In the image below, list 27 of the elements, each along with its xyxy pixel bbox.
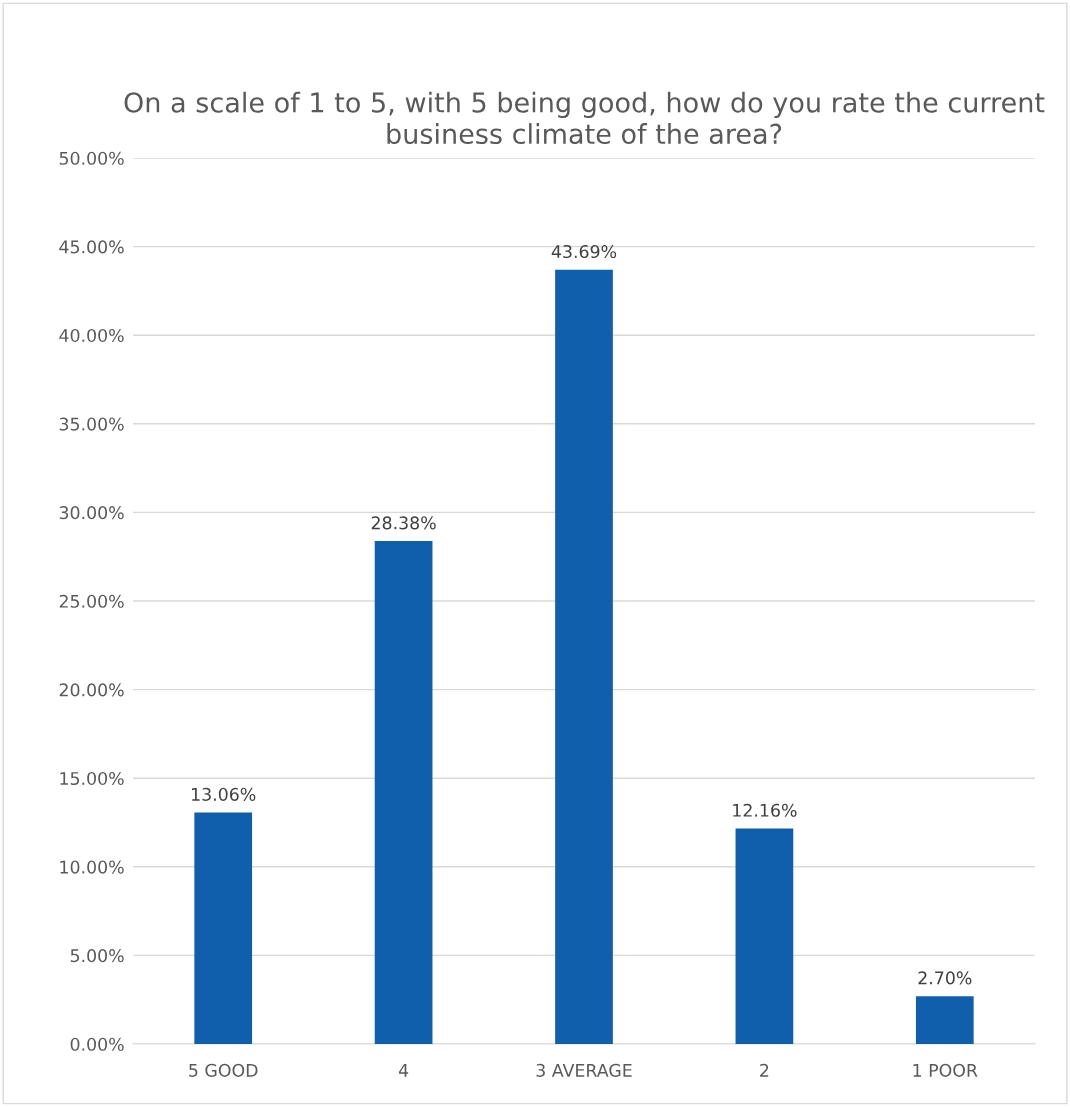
y-tick-label: 35.00% [59,417,124,431]
chart-title: On a scale of 1 to 5, with 5 being good, how do you rate the current business climate of the area? [124,91,1045,145]
y-tick-label: 25.00% [59,594,124,608]
x-tick-label: 4 [398,1063,409,1077]
data-label: 12.16% [733,803,797,817]
x-tick-label: 2 [760,1063,769,1077]
bar [555,269,613,1044]
y-tick-label: 15.00% [60,771,124,786]
y-tick-label: 40.00% [59,328,124,343]
bar [735,828,794,1044]
y-tick-label: 45.00% [59,240,124,254]
data-label: 13.06% [192,787,256,801]
data-label: 28.38% [371,516,436,530]
y-tick-label: 10.00% [60,860,124,874]
data-label: 43.69% [551,244,617,259]
bar [915,996,974,1044]
x-tick-label: 3 AVERAGE [536,1063,632,1077]
y-tick-label: 30.00% [59,506,124,520]
bar [194,812,253,1044]
y-tick-label: 50.00% [59,151,124,165]
y-tick-label: 5.00% [70,949,124,963]
data-label: 2.70% [918,971,972,985]
x-tick-label: 1 POOR [913,1063,978,1077]
y-tick-label: 20.00% [59,683,124,697]
bar [374,541,433,1044]
y-tick-label: 0.00% [70,1037,124,1051]
x-tick-label: 5 GOOD [189,1063,258,1077]
